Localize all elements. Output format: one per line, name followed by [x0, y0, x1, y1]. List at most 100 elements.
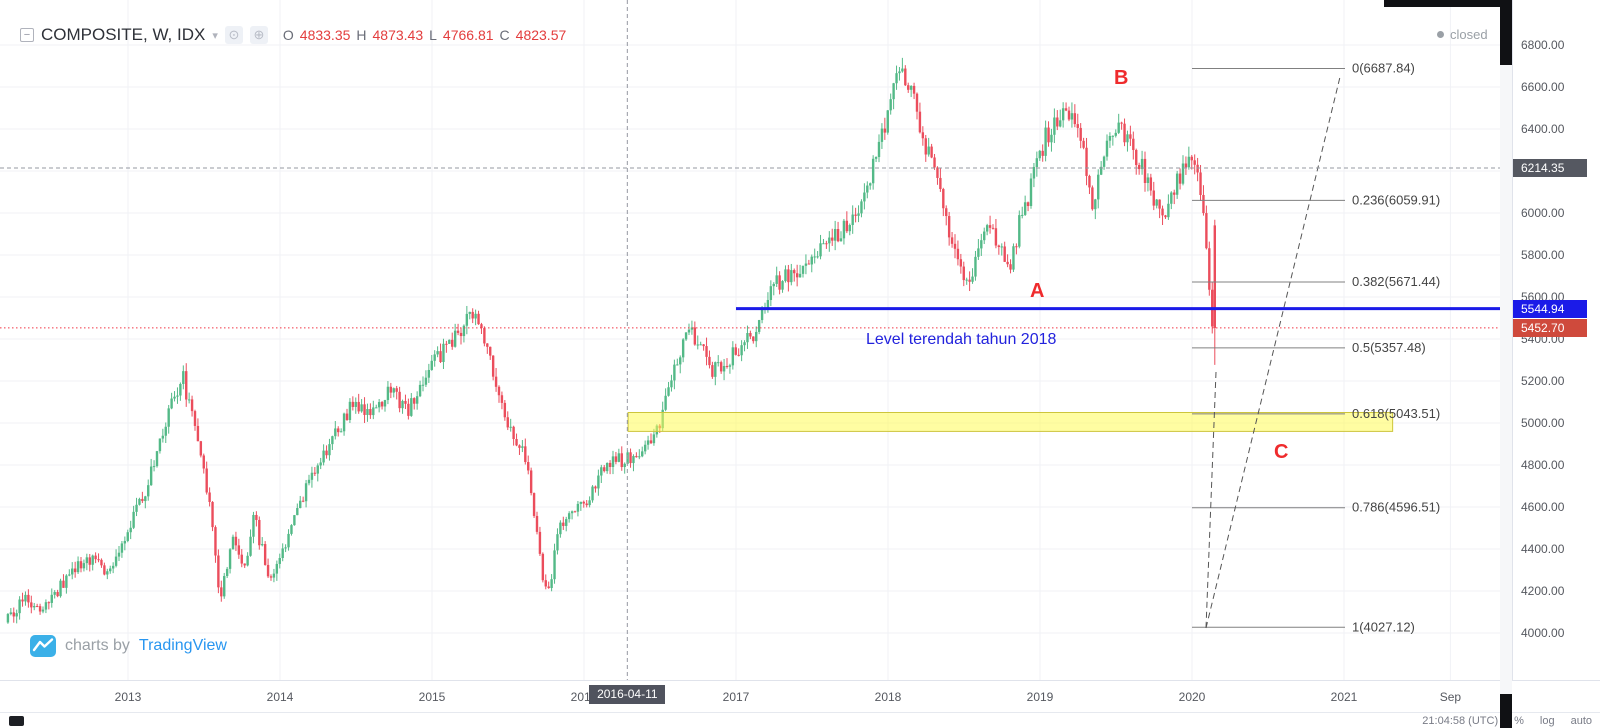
crosshair-price-badge: 6214.35	[1513, 158, 1587, 177]
open-value: 4833.35	[299, 27, 351, 43]
candle-body	[1032, 166, 1036, 179]
candle-body	[769, 286, 773, 300]
candle-body	[912, 85, 916, 94]
support-level-text: Level terendah tahun 2018	[866, 331, 1056, 348]
price-axis[interactable]: 6800.006600.006400.006200.006000.005800.…	[1512, 0, 1600, 680]
candle-body	[164, 426, 167, 436]
candle-body	[231, 536, 235, 550]
candle-body	[456, 330, 460, 333]
candle-body	[1012, 246, 1015, 270]
candle-body	[503, 402, 507, 418]
candle-body	[676, 364, 679, 366]
candle-body	[585, 503, 588, 506]
candle-body	[617, 453, 621, 462]
clock-utc[interactable]: 21:04:58 (UTC)	[1422, 715, 1499, 727]
candle-body	[421, 384, 425, 386]
candle-body	[1129, 134, 1132, 139]
candle-body	[623, 463, 626, 468]
last-price-badge: 5452.70	[1513, 318, 1587, 337]
fib-level-label: 0.786(4596.51)	[1352, 500, 1440, 515]
support-line-price-badge: 5544.94	[1513, 299, 1587, 318]
candle-body	[594, 486, 597, 489]
candle-body	[225, 568, 229, 577]
candle-body	[351, 401, 355, 407]
candle-body	[702, 344, 705, 347]
chevron-down-icon[interactable]: ▾	[212, 29, 218, 42]
scrollbar-thumb[interactable]	[1500, 7, 1512, 65]
auto-scale-button[interactable]: auto	[1570, 715, 1592, 727]
settings-icon[interactable]: ⊕	[249, 26, 268, 44]
candle-body	[410, 398, 413, 416]
tradingview-link[interactable]: TradingView	[138, 637, 227, 654]
candle-body	[471, 311, 474, 319]
collapse-icon[interactable]: −	[20, 28, 34, 42]
candle-body	[1050, 134, 1053, 143]
candle-body	[556, 534, 559, 551]
fib-level-label: 0.236(6059.91)	[1352, 192, 1440, 207]
candle-body	[246, 555, 249, 566]
candle-body	[237, 545, 241, 555]
candle-body	[1111, 135, 1115, 137]
tradingview-logo-icon[interactable]	[30, 635, 56, 657]
candle-body	[1140, 158, 1144, 170]
candle-body	[141, 498, 144, 502]
candle-body	[576, 503, 580, 512]
candle-body	[772, 283, 775, 287]
scrollbar-horizontal[interactable]	[1384, 0, 1512, 7]
candle-body	[793, 270, 796, 274]
symbol-title[interactable]: COMPOSITE, W, IDX	[41, 25, 206, 44]
candle-body	[1059, 120, 1062, 127]
candle-body	[240, 554, 243, 564]
candle-body	[494, 376, 498, 387]
candle-body	[541, 553, 545, 581]
candle-body	[427, 369, 431, 378]
candle-body	[664, 395, 667, 410]
candle-body	[325, 450, 328, 456]
candle-body	[214, 527, 217, 556]
candle-body	[833, 228, 837, 241]
time-axis-label: 2014	[266, 690, 294, 704]
candle-body	[567, 513, 571, 520]
candle-body	[886, 110, 889, 133]
candle-body	[354, 401, 357, 407]
candle-body	[801, 265, 805, 274]
plot-area[interactable]: 0(6687.84) 0.236(6059.91) 0.382(5671.44) 0.…	[0, 0, 1500, 680]
price-chart[interactable]: 0(6687.84) 0.236(6059.91) 0.382(5671.44) 0.…	[0, 0, 1500, 680]
candle-body	[360, 404, 363, 412]
candle-body	[304, 483, 308, 502]
time-axis[interactable]: 2013 2014 2015 2016 2017 2018 2019 2020 2021 Sep 2…	[0, 680, 1600, 712]
candle-body	[854, 214, 857, 216]
candle-body	[211, 501, 214, 528]
candle-body	[1067, 110, 1071, 120]
candle-body	[161, 435, 165, 439]
candle-body	[430, 360, 433, 370]
price-axis-label: 4600.00	[1521, 500, 1565, 514]
candle-body	[930, 146, 933, 158]
candle-body	[529, 470, 533, 494]
candle-body	[907, 85, 910, 90]
candle-body	[775, 275, 778, 284]
log-scale-button[interactable]: log	[1539, 715, 1555, 727]
candle-body	[1190, 156, 1193, 161]
candle-body	[497, 386, 501, 396]
candle-body	[266, 564, 270, 577]
candle-body	[182, 371, 185, 384]
bottom-bar-button[interactable]	[9, 716, 24, 726]
candle-body	[413, 398, 416, 404]
candle-body	[725, 365, 729, 367]
candle-body	[71, 568, 74, 575]
candle-body	[708, 356, 711, 366]
candle-body	[1102, 156, 1106, 167]
price-axis-label: 4200.00	[1521, 584, 1565, 598]
scrollbar-thumb[interactable]	[1500, 694, 1512, 728]
candle-body	[635, 456, 638, 458]
candle-body	[731, 347, 735, 366]
candle-body	[418, 384, 422, 397]
scrollbar-vertical[interactable]	[1500, 0, 1512, 728]
candle-body	[474, 313, 477, 319]
fib-level-label: 0(6687.84)	[1352, 61, 1415, 76]
candle-body	[1158, 199, 1161, 209]
visibility-icon[interactable]: ⊙	[224, 26, 243, 44]
percent-scale-button[interactable]: %	[1514, 715, 1524, 727]
market-status: closed	[1437, 27, 1488, 42]
